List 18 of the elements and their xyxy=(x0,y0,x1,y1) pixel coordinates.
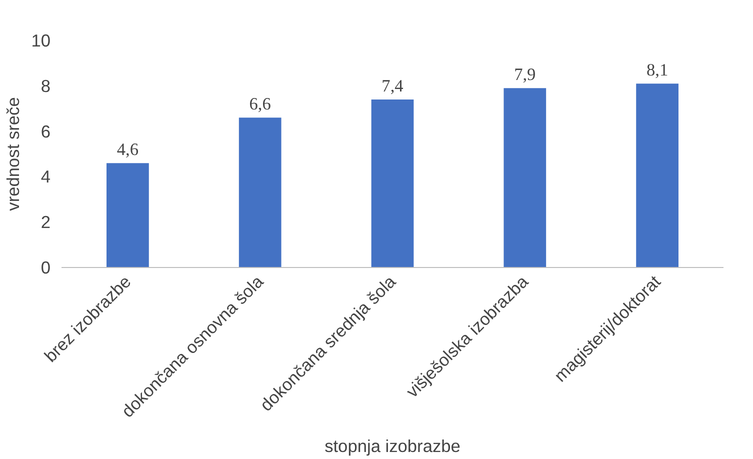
y-axis-title: vrednost sreče xyxy=(3,97,24,211)
y-tick-label: 6 xyxy=(40,121,51,142)
bar xyxy=(504,88,546,268)
data-label: 7,4 xyxy=(382,76,404,96)
y-tick-label: 2 xyxy=(40,212,51,232)
bar xyxy=(238,118,282,268)
x-axis-title: stopnja izobrazbe xyxy=(324,436,460,456)
data-label: 4,6 xyxy=(116,140,139,160)
bar xyxy=(636,84,678,268)
bar xyxy=(371,100,414,268)
y-tick-label: 0 xyxy=(40,258,51,278)
data-label: 8,1 xyxy=(646,60,668,80)
y-tick-label: 8 xyxy=(40,76,51,96)
bar xyxy=(106,163,149,268)
y-tick-label: 4 xyxy=(40,166,51,187)
y-tick-label: 10 xyxy=(31,30,51,50)
data-label: 7,9 xyxy=(514,65,536,84)
data-label: 6,6 xyxy=(249,94,272,114)
